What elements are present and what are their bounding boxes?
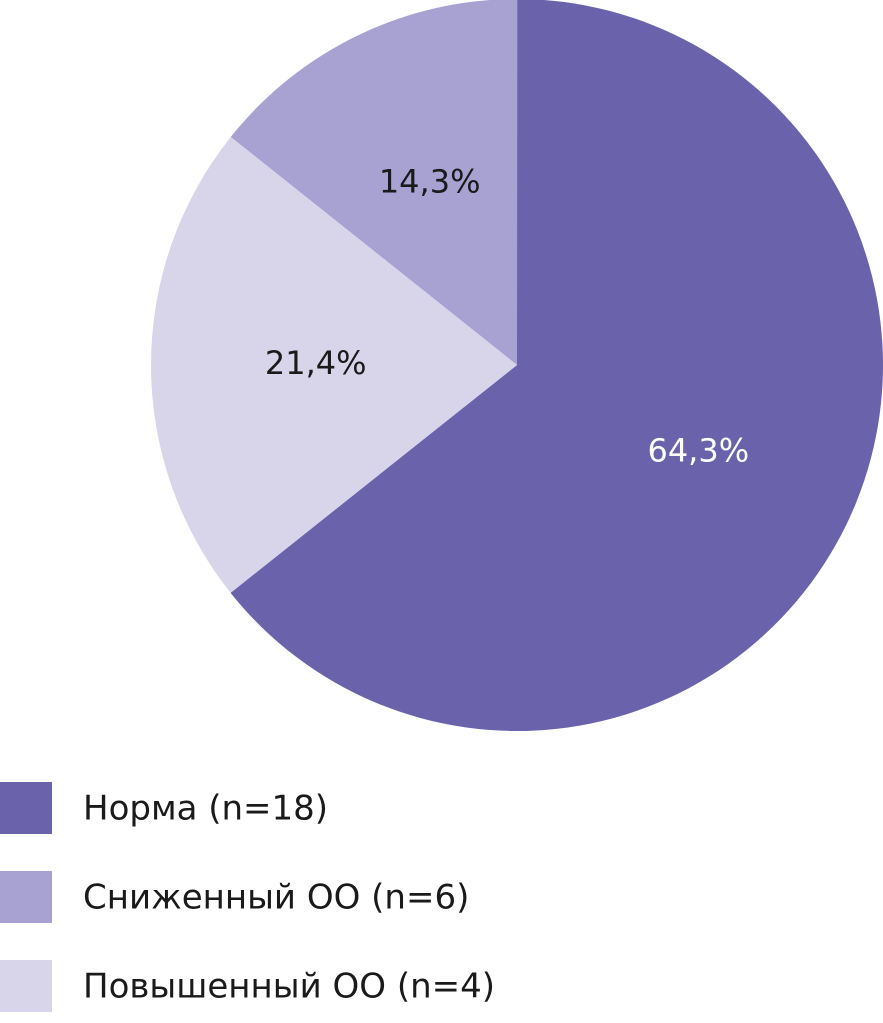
legend-swatch bbox=[0, 871, 52, 923]
legend-swatch bbox=[0, 960, 52, 1012]
legend-label: Норма (n=18) bbox=[83, 789, 328, 829]
legend-label: Повышенный ОО (n=4) bbox=[83, 967, 495, 1007]
pie-slice bbox=[230, 0, 518, 365]
legend-label: Сниженный ОО (n=6) bbox=[83, 878, 469, 918]
slice-label: 64,3% bbox=[647, 431, 749, 469]
pie-slice bbox=[230, 0, 883, 731]
legend-swatch bbox=[0, 782, 52, 834]
pie-slice bbox=[151, 136, 518, 593]
slice-label: 14,3% bbox=[379, 163, 481, 201]
slice-label: 21,4% bbox=[265, 344, 367, 382]
